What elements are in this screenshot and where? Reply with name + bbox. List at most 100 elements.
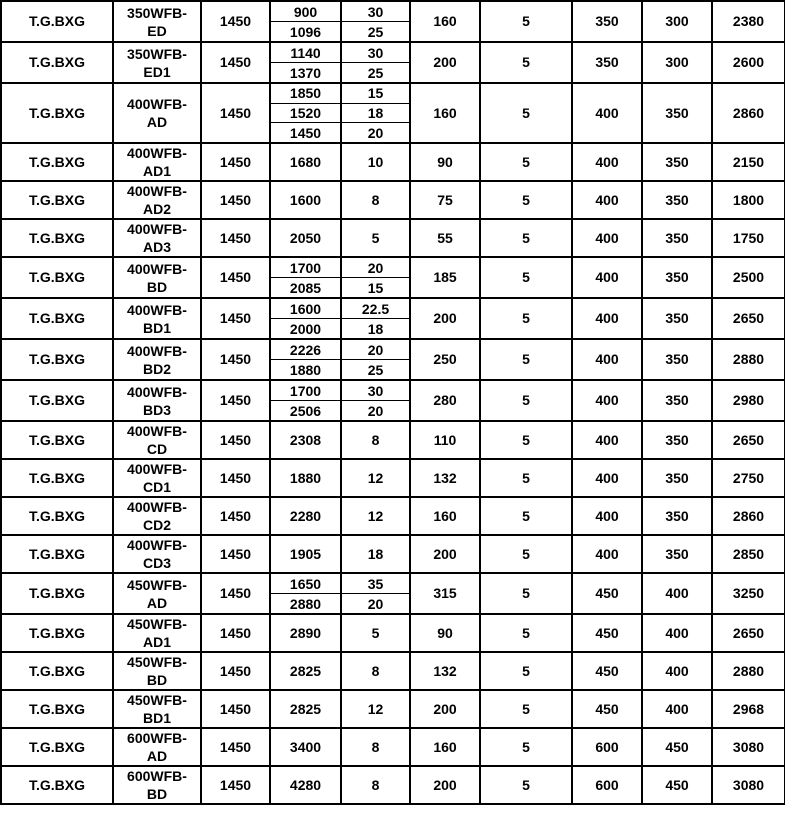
col6-cell: 5: [479, 651, 573, 692]
col6-cell: 5: [479, 572, 573, 616]
head-cell: 15: [340, 277, 411, 300]
model-text: 400WFB-BD2: [127, 342, 187, 377]
table-row: T.G.BXG 400WFB-CD2 1450 2280 12 160 5 400 350 286…: [0, 496, 785, 537]
flow-cell: 1680: [269, 142, 342, 183]
col8-cell: 350: [641, 379, 713, 423]
col6-cell: 5: [479, 81, 573, 145]
col8-cell: 350: [641, 458, 713, 499]
brand-cell: T.G.BXG: [0, 534, 114, 575]
col9-cell: 2380: [711, 0, 785, 43]
col7-cell: 400: [571, 297, 643, 341]
flow-cell: 1700: [269, 379, 342, 402]
model-cell: 400WFB-AD3: [112, 218, 202, 259]
col7-cell: 400: [571, 420, 643, 461]
col6-cell: 5: [479, 41, 573, 84]
brand-cell: T.G.BXG: [0, 218, 114, 259]
brand-cell: T.G.BXG: [0, 256, 114, 300]
model-cell: 450WFB-BD: [112, 651, 202, 692]
head-cell: 8: [340, 765, 411, 806]
power-cell: 185: [409, 256, 481, 300]
model-cell: 350WFB-ED1: [112, 41, 202, 84]
speed-cell: 1450: [200, 651, 271, 692]
model-text: 400WFB-BD: [127, 260, 187, 295]
col6-cell: 5: [479, 218, 573, 259]
col8-cell: 350: [641, 142, 713, 183]
col9-cell: 2860: [711, 496, 785, 537]
power-cell: 200: [409, 765, 481, 806]
brand-cell: T.G.BXG: [0, 651, 114, 692]
table-row: T.G.BXG 600WFB-AD 1450 3400 8 160 5 600 450 3080: [0, 727, 785, 768]
speed-cell: 1450: [200, 41, 271, 84]
model-text: 600WFB-AD: [127, 730, 187, 765]
flow-cell: 1700: [269, 256, 342, 279]
speed-cell: 1450: [200, 765, 271, 806]
brand-cell: T.G.BXG: [0, 41, 114, 84]
head-cell: 30: [340, 0, 411, 22]
table-row: T.G.BXG 450WFB-BD1 1450 2825 12 200 5 450 400 296…: [0, 689, 785, 730]
flow-cell: 2000: [269, 318, 342, 341]
head-cell: 35: [340, 572, 411, 595]
head-cell: 20: [340, 122, 411, 145]
table-row: T.G.BXG 600WFB-BD 1450 4280 8 200 5 600 450 3080: [0, 765, 785, 806]
flow-cell: 2308: [269, 420, 342, 461]
model-cell: 400WFB-BD: [112, 256, 202, 300]
col7-cell: 350: [571, 41, 643, 84]
power-cell: 160: [409, 81, 481, 145]
speed-cell: 1450: [200, 420, 271, 461]
table-row: T.G.BXG 350WFB-ED 1450 900 30 160 5 350 300 2380: [0, 0, 785, 43]
table-subrow: 1880 25: [1, 359, 785, 382]
col7-cell: 400: [571, 379, 643, 423]
head-cell: 8: [340, 727, 411, 768]
model-cell: 400WFB-CD3: [112, 534, 202, 575]
model-text: 400WFB-CD2: [127, 499, 187, 534]
model-text: 350WFB-ED1: [127, 45, 187, 80]
head-cell: 30: [340, 41, 411, 63]
speed-cell: 1450: [200, 534, 271, 575]
col7-cell: 400: [571, 338, 643, 382]
flow-cell: 1370: [269, 62, 342, 84]
col9-cell: 2968: [711, 689, 785, 730]
head-cell: 30: [340, 379, 411, 402]
brand-cell: T.G.BXG: [0, 496, 114, 537]
col8-cell: 450: [641, 727, 713, 768]
table-row: T.G.BXG 400WFB-CD3 1450 1905 18 200 5 400 350 285…: [0, 534, 785, 575]
head-cell: 18: [340, 534, 411, 575]
flow-cell: 3400: [269, 727, 342, 768]
col8-cell: 350: [641, 496, 713, 537]
col9-cell: 2650: [711, 297, 785, 341]
flow-cell: 1880: [269, 458, 342, 499]
table-row: T.G.BXG 450WFB-BD 1450 2825 8 132 5 450 400 2880: [0, 651, 785, 692]
model-text: 350WFB-ED: [127, 4, 187, 39]
col7-cell: 450: [571, 689, 643, 730]
col7-cell: 400: [571, 534, 643, 575]
model-cell: 450WFB-AD1: [112, 613, 202, 654]
power-cell: 200: [409, 297, 481, 341]
col8-cell: 400: [641, 689, 713, 730]
power-cell: 280: [409, 379, 481, 423]
brand-cell: T.G.BXG: [0, 727, 114, 768]
col9-cell: 3080: [711, 727, 785, 768]
col9-cell: 2150: [711, 142, 785, 183]
col6-cell: 5: [479, 458, 573, 499]
col6-cell: 5: [479, 496, 573, 537]
col8-cell: 350: [641, 180, 713, 221]
brand-cell: T.G.BXG: [0, 338, 114, 382]
model-text: 400WFB-AD2: [127, 183, 187, 218]
col7-cell: 450: [571, 572, 643, 616]
flow-cell: 4280: [269, 765, 342, 806]
model-cell: 400WFB-AD: [112, 81, 202, 145]
power-cell: 315: [409, 572, 481, 616]
col8-cell: 350: [641, 81, 713, 145]
flow-cell: 1600: [269, 180, 342, 221]
head-cell: 12: [340, 689, 411, 730]
col8-cell: 350: [641, 338, 713, 382]
head-cell: 18: [340, 102, 411, 124]
col6-cell: 5: [479, 180, 573, 221]
power-cell: 250: [409, 338, 481, 382]
col6-cell: 5: [479, 420, 573, 461]
col9-cell: 2880: [711, 338, 785, 382]
flow-cell: 1905: [269, 534, 342, 575]
model-cell: 450WFB-BD1: [112, 689, 202, 730]
col7-cell: 600: [571, 765, 643, 806]
flow-cell: 1450: [269, 122, 342, 145]
